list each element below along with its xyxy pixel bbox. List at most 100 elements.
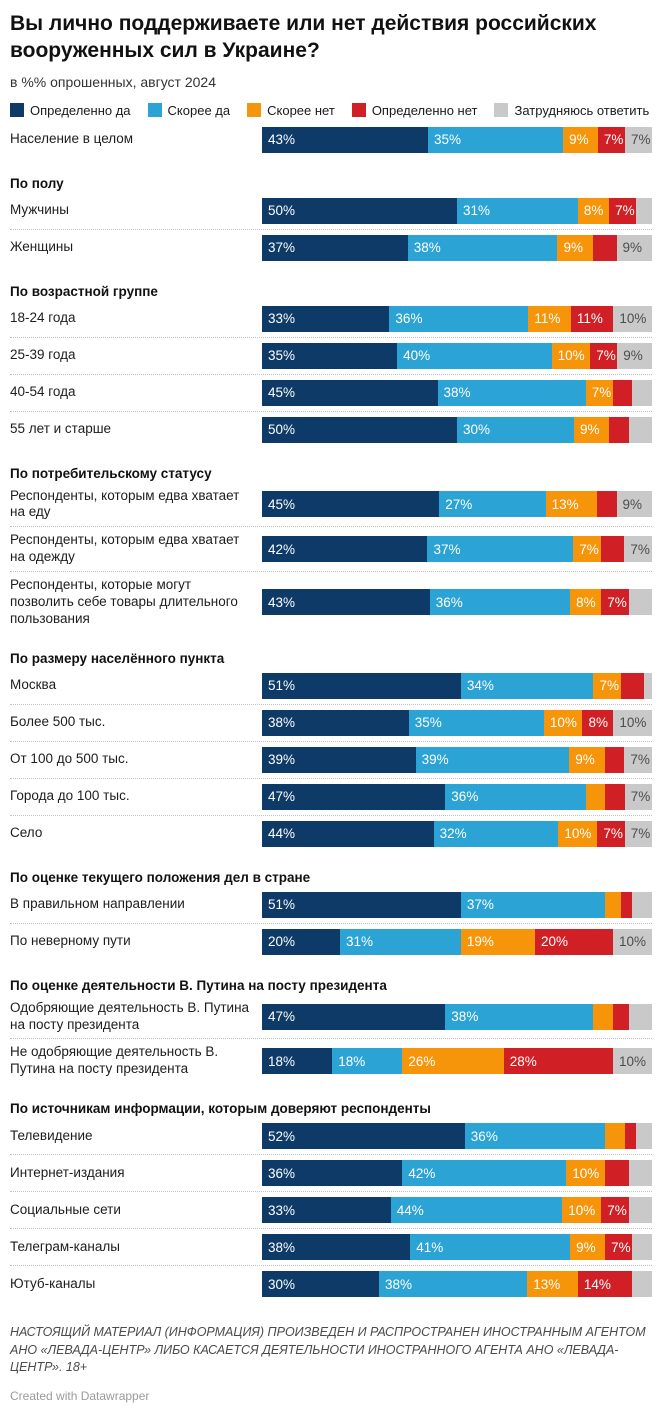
- bar-segment: 7%: [624, 820, 652, 847]
- stacked-bar: 20% 31% 19% 20% 10%: [262, 928, 652, 955]
- bar-segment-label: 7%: [596, 348, 616, 364]
- bar-segment: 36%: [445, 783, 586, 810]
- bar-segment-label: 37%: [433, 541, 461, 557]
- bar-segment-label: 9%: [563, 240, 583, 256]
- bar-segment: [628, 416, 652, 443]
- bar-row: Телевидение 52% 36%: [10, 1118, 652, 1156]
- stacked-bar: 36% 42% 10%: [262, 1160, 652, 1187]
- bar-segment-label: 35%: [268, 348, 296, 364]
- bar-segment: 8%: [577, 197, 610, 224]
- stacked-bar: 47% 38%: [262, 1003, 652, 1030]
- legend-swatch-icon: [247, 103, 262, 118]
- bar-segment: 13%: [545, 491, 597, 518]
- bar-segment: 14%: [577, 1271, 633, 1298]
- bar-segment-label: 27%: [445, 496, 473, 512]
- bar-segment: [628, 1160, 652, 1187]
- bar-segment-label: 40%: [403, 348, 431, 364]
- stacked-bar: 43% 35% 9% 7% 7%: [262, 126, 652, 153]
- bar-segment: 36%: [389, 305, 529, 332]
- legend-item: Затрудняюсь ответить: [494, 103, 649, 118]
- bar-segment: [605, 1123, 625, 1150]
- bar-segment-label: 37%: [466, 897, 494, 913]
- row-label: Респонденты, которым едва хватает на еду: [10, 487, 240, 520]
- bar-row: Село 44% 32% 10% 7% 7%: [10, 816, 652, 852]
- bar-segment: 8%: [570, 589, 602, 616]
- stacked-bar: 33% 36% 11% 11% 10%: [262, 305, 652, 332]
- bar-row: Респонденты, которым едва хватает на оде…: [10, 527, 652, 573]
- bar-segment: 42%: [402, 1160, 567, 1187]
- bar-segment: 9%: [570, 1234, 606, 1261]
- bar-segment-label: 33%: [268, 311, 296, 327]
- bar-segment: 42%: [262, 536, 428, 563]
- bar-row: 40-54 года 45% 38% 7%: [10, 375, 652, 412]
- bar-segment-label: 8%: [576, 594, 596, 610]
- group-header: По потребительскому статусу: [10, 465, 212, 481]
- bar-segment-label: 10%: [564, 826, 592, 842]
- bar-segment: 10%: [613, 305, 652, 332]
- row-label: Мужчины: [10, 202, 69, 218]
- bar-segment: [605, 783, 625, 810]
- bar-segment: [604, 746, 625, 773]
- bar-segment: 7%: [590, 342, 618, 369]
- row-label: Село: [10, 825, 43, 841]
- bar-segment-label: 10%: [618, 934, 647, 950]
- bar-segment: 41%: [410, 1234, 571, 1261]
- row-label: Респонденты, которым едва хватает на оде…: [10, 532, 240, 565]
- bar-segment-label: 7%: [630, 752, 650, 768]
- legend-label: Определенно да: [30, 102, 131, 118]
- bar-segment: 7%: [597, 820, 625, 847]
- bar-segment-label: 11%: [576, 311, 603, 327]
- bar-segment: 38%: [407, 234, 558, 261]
- legend-label: Определенно нет: [371, 102, 478, 118]
- bar-segment: 50%: [262, 197, 457, 224]
- bar-segment-label: 41%: [416, 1239, 444, 1255]
- row-label: От 100 до 500 тыс.: [10, 751, 129, 767]
- bar-segment-label: 7%: [603, 826, 623, 842]
- row-label: Женщины: [10, 239, 74, 255]
- bar-segment: 45%: [262, 491, 440, 518]
- bar-segment-label: 9%: [622, 240, 643, 256]
- bar-segment: [628, 1197, 652, 1224]
- bar-segment-label: 9%: [569, 132, 589, 148]
- row-label: Социальные сети: [10, 1201, 121, 1217]
- bar-segment-label: 32%: [439, 826, 467, 842]
- bar-row: Телеграм-каналы 38% 41% 9% 7%: [10, 1229, 652, 1267]
- bar-segment: 10%: [612, 928, 652, 955]
- stacked-bar: 39% 39% 9% 7%: [262, 746, 652, 773]
- stacked-bar: 45% 27% 13% 9%: [262, 491, 652, 518]
- bar-segment-label: 36%: [395, 311, 423, 327]
- bar-segment: 9%: [569, 746, 605, 773]
- bar-segment: 7%: [601, 589, 629, 616]
- row-label: 55 лет и старше: [10, 421, 112, 437]
- bar-row: Не одобряющие деятельность В. Путина на …: [10, 1039, 652, 1083]
- bar-segment-label: 10%: [572, 1165, 600, 1181]
- row-label: 18-24 года: [10, 310, 76, 326]
- stacked-bar: 35% 40% 10% 7% 9%: [262, 342, 652, 369]
- bar-segment-label: 7%: [603, 132, 624, 148]
- bar-segment: [592, 234, 617, 261]
- bar-segment-label: 42%: [408, 1165, 436, 1181]
- bar-segment: 18%: [332, 1048, 403, 1075]
- bar-group: По размеру населённого пункта Москва 51% 34…: [10, 651, 652, 852]
- bar-segment: [624, 1123, 637, 1150]
- bar-segment-label: 7%: [630, 132, 651, 148]
- bar-segment-label: 45%: [268, 385, 296, 401]
- bar-row: Социальные сети 33% 44% 10% 7%: [10, 1192, 652, 1230]
- bar-segment: 31%: [340, 928, 461, 955]
- bar-segment-label: 20%: [540, 934, 569, 950]
- bar-segment-label: 36%: [268, 1165, 296, 1181]
- bar-segment: 39%: [262, 746, 416, 773]
- bar-segment: 32%: [433, 820, 559, 847]
- stacked-bar: 37% 38% 9% 9%: [262, 234, 652, 261]
- chart: Население в целом 43% 35% 9% 7% 7% По полу Мужч…: [10, 122, 652, 1303]
- bar-row: Города до 100 тыс. 47% 36% 7%: [10, 779, 652, 816]
- bar-group: Население в целом 43% 35% 9% 7% 7%: [10, 122, 652, 158]
- row-label: Города до 100 тыс.: [10, 788, 130, 804]
- bar-segment-label: 39%: [268, 752, 296, 768]
- legend-swatch-icon: [10, 103, 24, 118]
- bar-row: По неверному пути 20% 31% 19% 20% 10%: [10, 924, 652, 960]
- bar-segment: [644, 672, 652, 699]
- bar-row: Респонденты, которые могут позволить себ…: [10, 572, 652, 633]
- row-label: Более 500 тыс.: [10, 714, 106, 730]
